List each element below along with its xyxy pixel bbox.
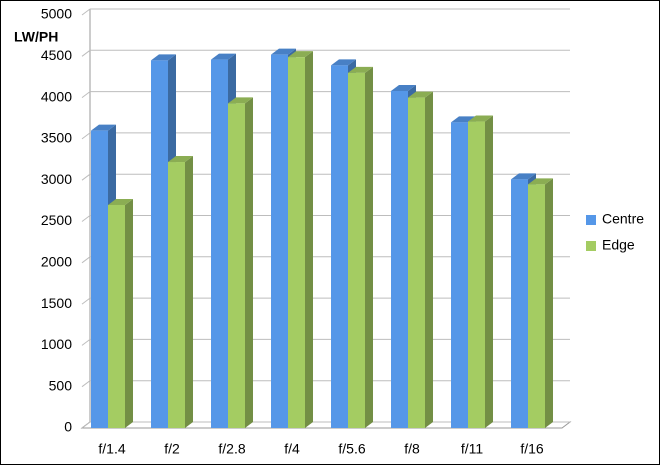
- bar-side: [545, 178, 553, 428]
- bar: [108, 204, 125, 428]
- bar-side: [485, 115, 493, 428]
- y-tick-label: 5000: [41, 6, 72, 22]
- bar: [91, 130, 108, 428]
- bar-top: [168, 156, 193, 163]
- legend-swatch: [586, 241, 596, 251]
- bar-top: [151, 54, 176, 61]
- x-tick-label: f/1.4: [98, 441, 125, 457]
- grid-line-slant: [81, 256, 91, 264]
- x-tick-label: f/16: [520, 441, 544, 457]
- bar-top: [468, 115, 493, 122]
- bar-top: [108, 198, 133, 205]
- bar-top: [271, 48, 296, 55]
- grid-line-slant: [81, 380, 91, 388]
- bar: [528, 184, 545, 428]
- bar-side: [425, 91, 433, 428]
- bar-top: [91, 124, 116, 131]
- x-tick-label: f/8: [404, 441, 420, 457]
- bar: [211, 59, 228, 428]
- y-tick-label: 2500: [41, 212, 72, 228]
- bar-side: [185, 156, 193, 428]
- bar-side: [365, 66, 373, 428]
- y-tick-label: 4000: [41, 88, 72, 104]
- bar-top: [331, 59, 356, 66]
- bar-top: [288, 51, 313, 58]
- bar-side: [305, 51, 313, 428]
- y-tick-label: 4500: [41, 47, 72, 63]
- bar: [451, 122, 468, 428]
- x-tick-label: f/2.8: [218, 441, 245, 457]
- bar: [288, 57, 305, 428]
- grid-line-slant: [81, 297, 91, 305]
- x-tick-label: f/11: [461, 441, 484, 457]
- y-axis-title: LW/PH: [14, 29, 58, 45]
- bar-top: [511, 173, 536, 180]
- bar-top: [528, 178, 553, 185]
- grid-line-slant: [81, 338, 91, 346]
- y-tick-label: 1000: [41, 336, 72, 352]
- bar: [391, 90, 408, 428]
- legend-swatch: [586, 215, 596, 225]
- grid-line-slant: [81, 421, 91, 429]
- grid-line-slant: [81, 215, 91, 222]
- legend-label: Centre: [602, 211, 644, 227]
- grid-line-slant: [81, 49, 91, 57]
- bar: [511, 179, 528, 428]
- grid-line-slant: [81, 132, 91, 140]
- grid-line-slant: [81, 8, 91, 16]
- bar-top: [391, 84, 416, 91]
- bar: [331, 65, 348, 429]
- bar-top: [211, 53, 236, 60]
- legend-label: Edge: [602, 237, 635, 253]
- y-tick-label: 500: [49, 377, 73, 393]
- bar-top: [408, 91, 433, 98]
- x-tick-label: f/2: [164, 441, 180, 457]
- y-tick-label: 3000: [41, 171, 72, 187]
- y-tick-label: 3500: [41, 130, 72, 146]
- x-tick-label: f/5.6: [338, 441, 365, 457]
- bar: [168, 162, 185, 428]
- y-tick-label: 1500: [41, 295, 72, 311]
- y-tick-label: 2000: [41, 254, 72, 270]
- bar-side: [125, 198, 133, 428]
- bar: [468, 121, 485, 428]
- bar: [348, 72, 365, 428]
- bar-top: [348, 66, 373, 73]
- x-tick-label: f/4: [284, 441, 300, 457]
- grid-line-slant: [81, 91, 91, 98]
- bar-top: [228, 97, 253, 104]
- bar: [151, 60, 168, 429]
- grid-line-slant: [81, 173, 91, 181]
- y-tick-label: 0: [64, 419, 72, 435]
- bar: [408, 97, 425, 428]
- bar-side: [245, 97, 253, 428]
- bar: [271, 54, 288, 428]
- bar: [228, 103, 245, 428]
